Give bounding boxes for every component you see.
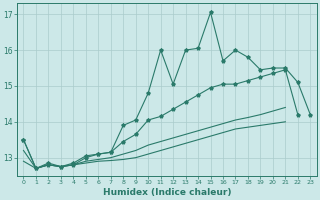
X-axis label: Humidex (Indice chaleur): Humidex (Indice chaleur): [103, 188, 231, 197]
